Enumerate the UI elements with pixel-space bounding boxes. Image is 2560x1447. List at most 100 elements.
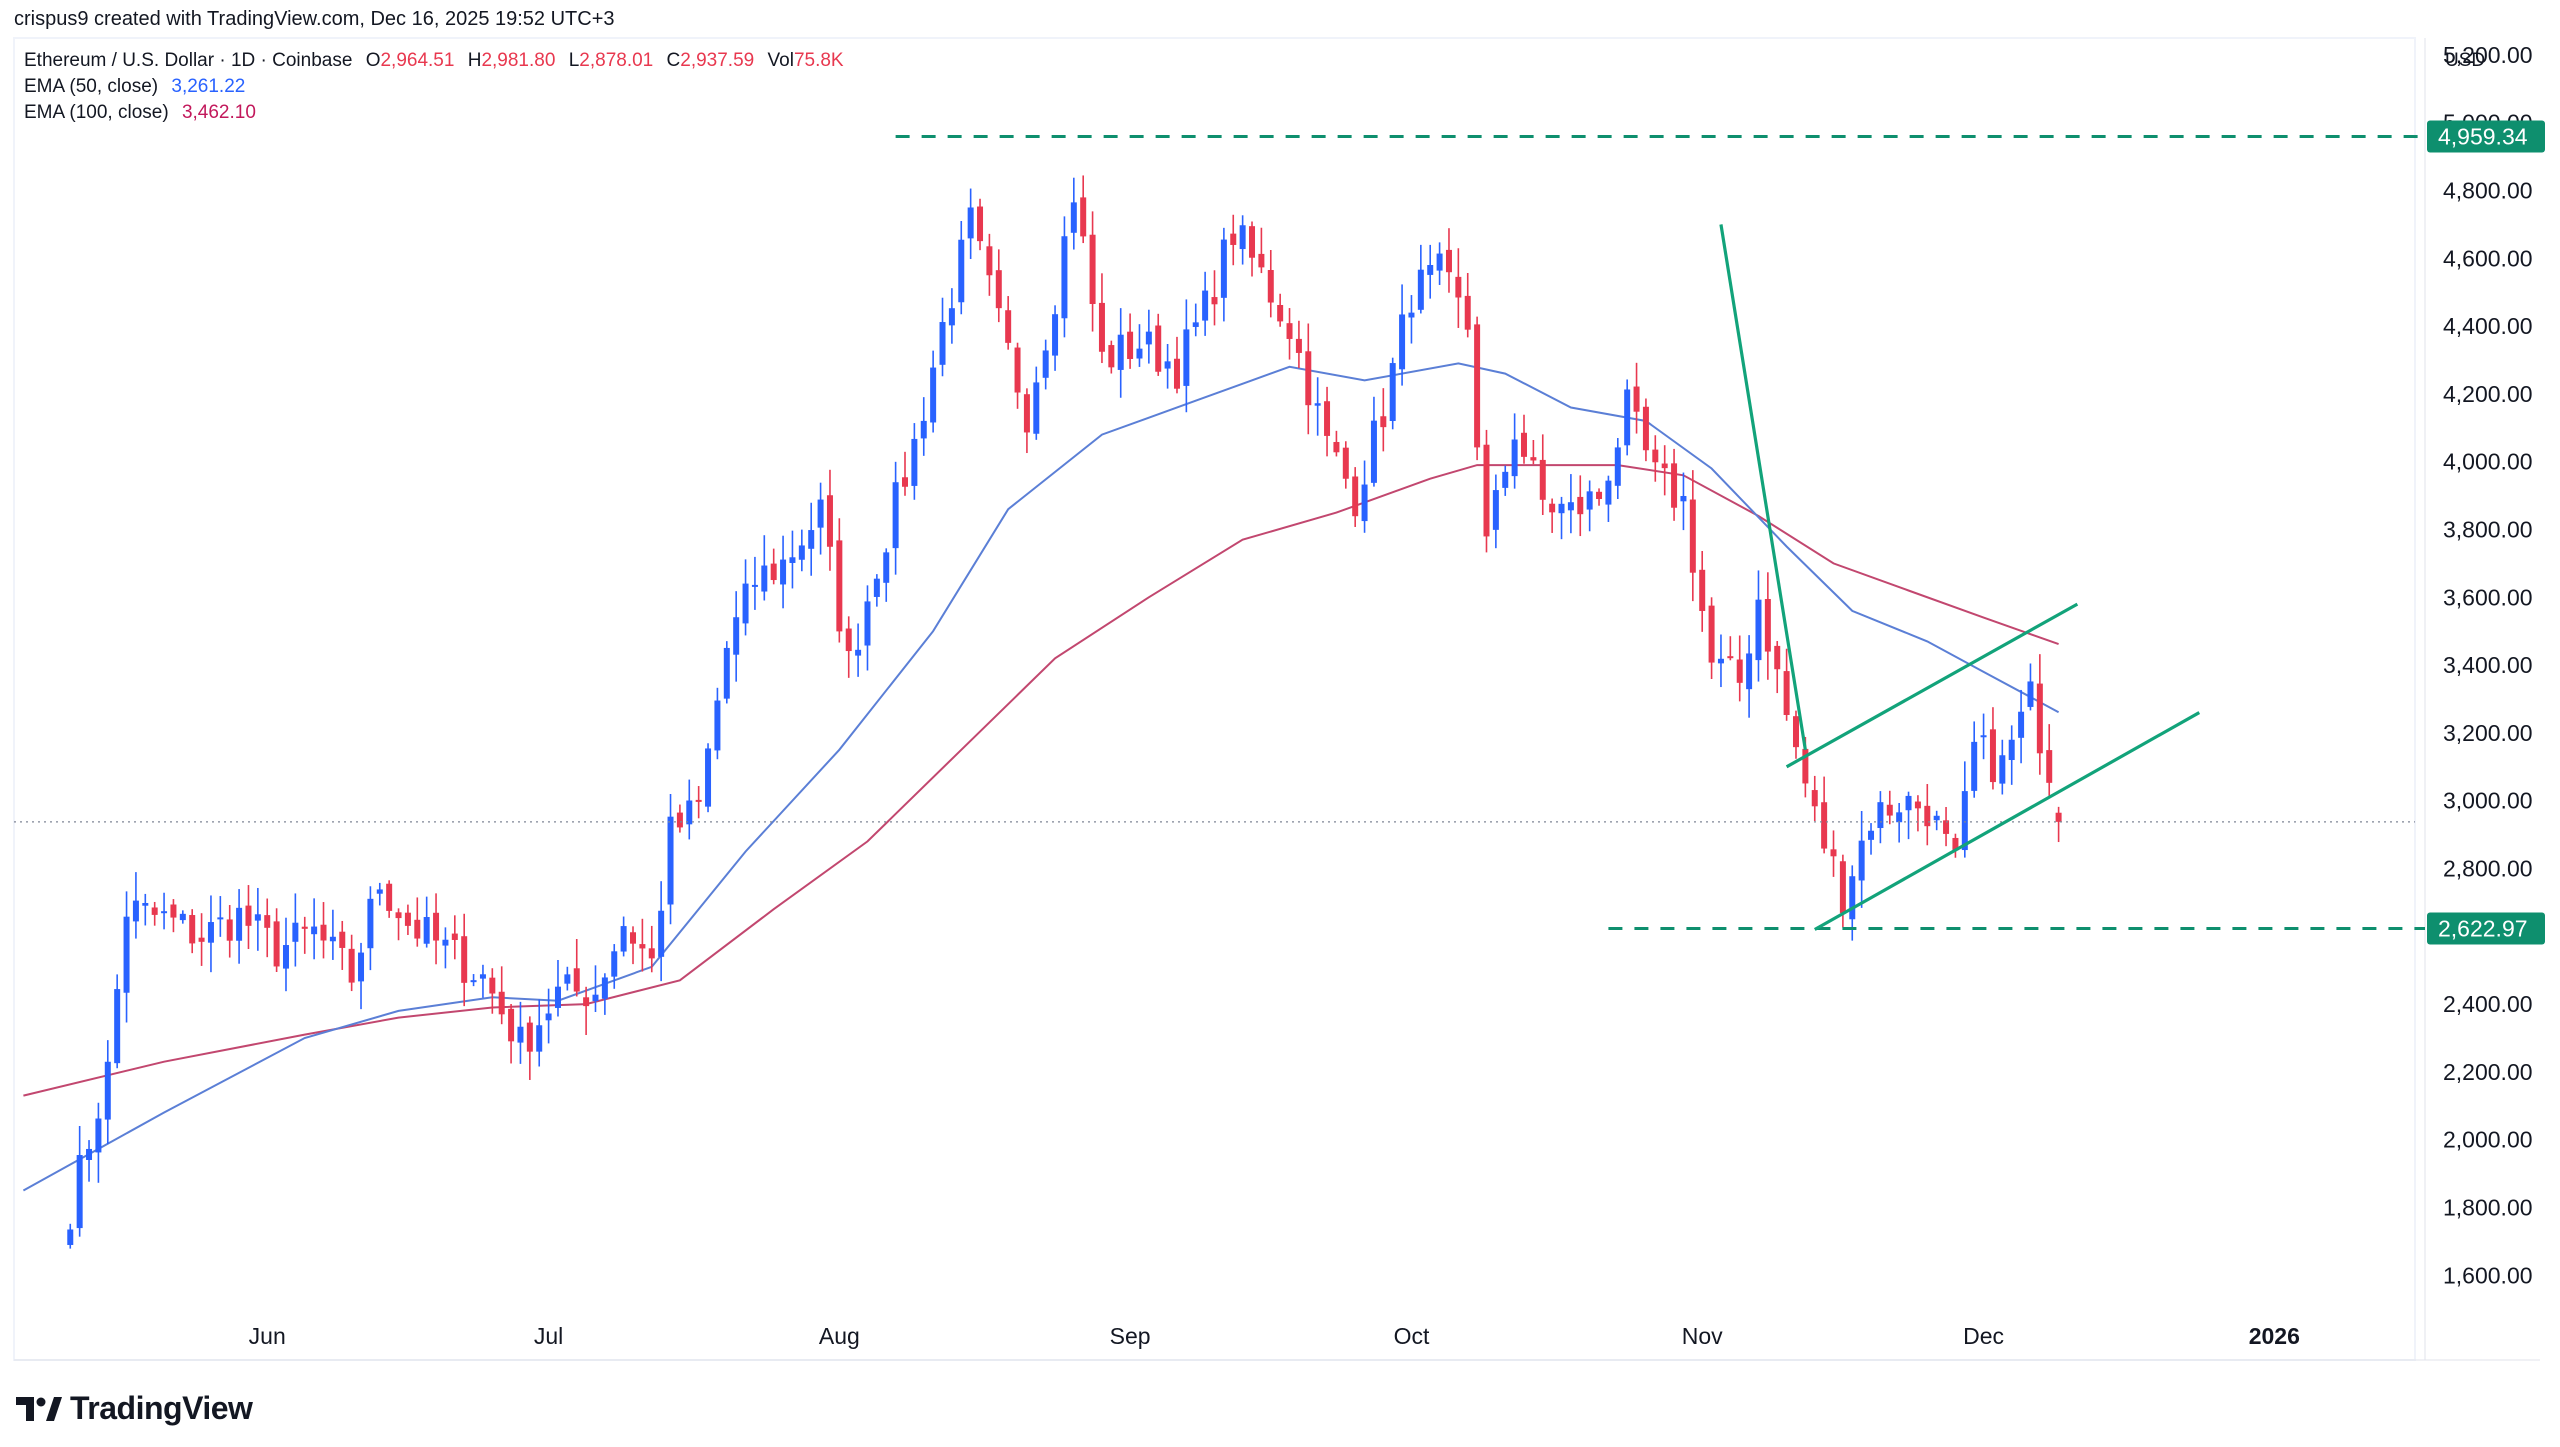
- candle-body: [1305, 351, 1312, 406]
- candle-body: [601, 977, 608, 999]
- candle: [1108, 340, 1115, 374]
- candle-body: [1614, 447, 1621, 486]
- candle: [1042, 339, 1049, 390]
- y-tick-label: 2,200.00: [2443, 1059, 2533, 1085]
- plot-frame: [13, 37, 2540, 1361]
- candle-body: [611, 951, 618, 977]
- y-tick-label: 5,200.00: [2443, 42, 2533, 68]
- candle-body: [892, 482, 899, 549]
- candle: [414, 897, 421, 947]
- candle-body: [1380, 416, 1387, 428]
- candle-body: [508, 1008, 515, 1042]
- candle: [489, 968, 496, 1014]
- ema50-row[interactable]: EMA (50, close) 3,261.22: [24, 74, 852, 100]
- candle: [217, 896, 224, 937]
- candle: [123, 891, 130, 1023]
- candle-body: [1952, 837, 1959, 851]
- candle-body: [2036, 683, 2043, 754]
- candle: [2008, 725, 2015, 785]
- currency-label[interactable]: USD: [2445, 50, 2486, 71]
- candle-body: [1117, 334, 1124, 370]
- candle: [1596, 488, 1603, 506]
- candle: [1220, 227, 1227, 322]
- candle: [826, 469, 833, 571]
- x-tick-label: 2026: [2249, 1323, 2300, 1349]
- x-axis: Jun Jul Aug Sep Oct Nov Dec 2026: [249, 1323, 2300, 1349]
- candle-body: [1839, 861, 1846, 914]
- candle: [958, 220, 965, 315]
- candle-body: [1023, 394, 1030, 433]
- x-tick-label: Oct: [1394, 1323, 1430, 1349]
- candle: [1342, 441, 1349, 489]
- candle-body: [1080, 197, 1087, 237]
- candle: [1886, 790, 1893, 825]
- candle: [498, 966, 505, 1025]
- candle-body: [1455, 276, 1462, 298]
- candle: [339, 920, 346, 970]
- candle-body: [883, 552, 890, 583]
- candle-body: [630, 932, 637, 944]
- candle: [545, 988, 552, 1044]
- high-value: 2,981.80: [481, 50, 556, 71]
- ema100-row[interactable]: EMA (100, close) 3,462.10: [24, 100, 852, 126]
- candle: [1764, 572, 1771, 680]
- candle-body: [2055, 812, 2062, 822]
- candle: [1474, 316, 1481, 461]
- candle: [1014, 342, 1021, 409]
- candle: [667, 793, 674, 925]
- candle: [1567, 474, 1574, 534]
- candle: [686, 779, 693, 840]
- candle-body: [433, 912, 440, 941]
- y-tick-label: 1,800.00: [2443, 1194, 2533, 1220]
- candle: [705, 743, 712, 813]
- candle: [67, 1223, 74, 1249]
- candle: [1408, 295, 1415, 344]
- candle-body: [583, 997, 590, 1007]
- candle: [1389, 357, 1396, 430]
- candle-body: [1061, 236, 1068, 319]
- y-tick-label: 3,600.00: [2443, 584, 2533, 610]
- candle-body: [1352, 476, 1359, 517]
- candle: [1455, 248, 1462, 328]
- candle: [329, 909, 336, 960]
- candle-body: [742, 583, 749, 624]
- candle-body: [1427, 265, 1434, 275]
- candle: [1811, 775, 1818, 822]
- candle-body: [423, 917, 430, 944]
- candle: [554, 960, 561, 1017]
- candle-body: [855, 649, 862, 656]
- y-tick-label: 2,800.00: [2443, 855, 2533, 881]
- ema100-value: 3,462.10: [181, 102, 256, 123]
- candle: [920, 397, 927, 456]
- candle: [573, 938, 580, 997]
- candle: [1492, 474, 1499, 549]
- volume-key: Vol: [767, 50, 794, 71]
- candle-body: [461, 936, 468, 983]
- candle: [1258, 227, 1265, 274]
- candle: [1699, 551, 1706, 632]
- candle: [1999, 739, 2006, 795]
- candle-body: [545, 1013, 552, 1021]
- candle-body: [751, 584, 758, 587]
- candle: [1136, 324, 1143, 367]
- candle-body: [1980, 735, 1987, 738]
- candle-body: [1464, 295, 1471, 330]
- candle: [386, 880, 393, 918]
- candle: [1399, 284, 1406, 386]
- candle-body: [1708, 605, 1715, 663]
- candle-body: [386, 883, 393, 911]
- brand-name: TradingView: [70, 1390, 253, 1426]
- candle: [311, 898, 318, 960]
- candle: [751, 556, 758, 610]
- open-key: O: [365, 50, 381, 71]
- candle: [1661, 445, 1668, 496]
- candle-body: [1399, 314, 1406, 370]
- candle-body: [780, 559, 787, 585]
- candle-body: [977, 206, 984, 242]
- candle: [592, 965, 599, 1012]
- symbol-row[interactable]: Ethereum / U.S. Dollar · 1D · Coinbase O…: [24, 48, 852, 74]
- candle-body: [1192, 322, 1199, 327]
- tradingview-brand[interactable]: TradingView: [16, 1390, 253, 1427]
- y-tick-label: 2,000.00: [2443, 1127, 2533, 1153]
